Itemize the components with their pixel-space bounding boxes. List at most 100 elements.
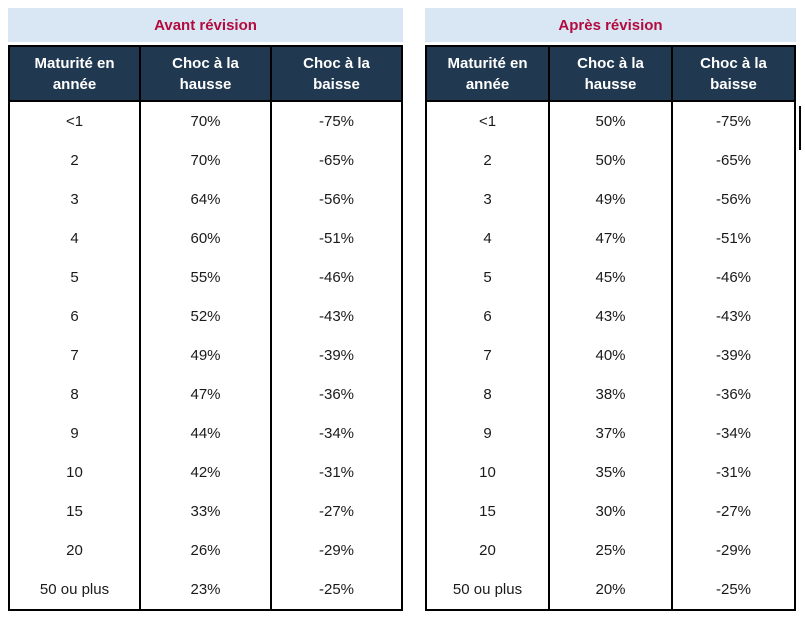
table-cell: 26%	[139, 531, 272, 570]
table-cell: -27%	[270, 492, 403, 531]
table-cell: 23%	[139, 570, 272, 610]
table-row: 9 37% -34%	[425, 414, 796, 453]
column-header-maturite: Maturité en année	[425, 45, 550, 102]
table-row: 15 30% -27%	[425, 492, 796, 531]
column-header-choc-hausse: Choc à la hausse	[548, 45, 673, 102]
table-row: 6 43% -43%	[425, 297, 796, 336]
table-cell: 40%	[548, 336, 673, 375]
table-cell: 49%	[139, 336, 272, 375]
table-row: 6 52% -43%	[8, 297, 403, 336]
table-body-avant: <1 70% -75% 2 70% -65% 3 64% -56% 4 60% -51% 5 55% -46…	[8, 101, 403, 610]
table-cell: <1	[8, 101, 141, 141]
table-cell: 33%	[139, 492, 272, 531]
table-cell: -43%	[671, 297, 796, 336]
table-row: 9 44% -34%	[8, 414, 403, 453]
table-cell: 5	[425, 258, 550, 297]
table-cell: -25%	[671, 570, 796, 610]
table-cell: 64%	[139, 180, 272, 219]
table-cell: 10	[8, 453, 141, 492]
table-cell: 43%	[548, 297, 673, 336]
table-cell: -36%	[671, 375, 796, 414]
table-row: 15 33% -27%	[8, 492, 403, 531]
table-row: 10 42% -31%	[8, 453, 403, 492]
header-row: Maturité en année Choc à la hausse Choc …	[8, 45, 403, 102]
table-cell: 6	[425, 297, 550, 336]
table-cell: 15	[425, 492, 550, 531]
table-group-apres-revision: Après révision Maturité en année Choc à …	[425, 8, 796, 611]
table-cell: 45%	[548, 258, 673, 297]
table-cell: 4	[8, 219, 141, 258]
table-cell: -56%	[270, 180, 403, 219]
table-cell: -46%	[671, 258, 796, 297]
column-header-choc-baisse: Choc à la baisse	[270, 45, 403, 102]
table-title-avant: Avant révision	[154, 16, 257, 34]
table-row: 4 47% -51%	[425, 219, 796, 258]
table-cell: 42%	[139, 453, 272, 492]
table-cell: -65%	[270, 141, 403, 180]
table-row: 8 47% -36%	[8, 375, 403, 414]
shock-table-avant: Maturité en année Choc à la hausse Choc …	[8, 45, 403, 611]
table-cell: -34%	[270, 414, 403, 453]
table-row: <1 50% -75%	[425, 101, 796, 141]
column-header-choc-hausse: Choc à la hausse	[139, 45, 272, 102]
table-cell: 35%	[548, 453, 673, 492]
table-cell: 44%	[139, 414, 272, 453]
table-cell: 15	[8, 492, 141, 531]
table-cell: -75%	[270, 101, 403, 141]
table-cell: 47%	[139, 375, 272, 414]
table-cell: 2	[425, 141, 550, 180]
table-cell: -51%	[671, 219, 796, 258]
table-row: 3 49% -56%	[425, 180, 796, 219]
table-cell: 3	[8, 180, 141, 219]
table-cell: -29%	[671, 531, 796, 570]
table-cell: 20%	[548, 570, 673, 610]
table-cell: 10	[425, 453, 550, 492]
table-cell: -65%	[671, 141, 796, 180]
table-row: 3 64% -56%	[8, 180, 403, 219]
table-cell: 70%	[139, 141, 272, 180]
table-cell: 8	[8, 375, 141, 414]
table-cell: -51%	[270, 219, 403, 258]
table-cell: 49%	[548, 180, 673, 219]
table-cell: 20	[8, 531, 141, 570]
table-cell: -56%	[671, 180, 796, 219]
table-title-apres: Après révision	[558, 16, 663, 34]
table-cell: 70%	[139, 101, 272, 141]
table-body-apres: <1 50% -75% 2 50% -65% 3 49% -56% 4 47% -51% 5 45% -46…	[425, 101, 796, 610]
table-cell: 50%	[548, 101, 673, 141]
right-edge-line-artifact	[799, 106, 801, 150]
table-cell: 5	[8, 258, 141, 297]
title-band-avant: Avant révision	[8, 8, 403, 42]
table-cell: -34%	[671, 414, 796, 453]
table-cell: 55%	[139, 258, 272, 297]
table-row: 7 49% -39%	[8, 336, 403, 375]
table-group-avant-revision: Avant révision Maturité en année Choc à …	[8, 8, 403, 611]
table-cell: -29%	[270, 531, 403, 570]
table-cell: -27%	[671, 492, 796, 531]
table-row: <1 70% -75%	[8, 101, 403, 141]
table-cell: 4	[425, 219, 550, 258]
title-band-apres: Après révision	[425, 8, 796, 42]
table-cell: -39%	[671, 336, 796, 375]
table-cell: -46%	[270, 258, 403, 297]
table-cell: -36%	[270, 375, 403, 414]
table-cell: 7	[425, 336, 550, 375]
table-row: 5 45% -46%	[425, 258, 796, 297]
table-cell: 52%	[139, 297, 272, 336]
column-header-maturite: Maturité en année	[8, 45, 141, 102]
table-cell: -31%	[270, 453, 403, 492]
table-row: 4 60% -51%	[8, 219, 403, 258]
table-cell: 7	[8, 336, 141, 375]
table-cell: -39%	[270, 336, 403, 375]
table-cell: 37%	[548, 414, 673, 453]
table-cell: -31%	[671, 453, 796, 492]
table-cell: 2	[8, 141, 141, 180]
table-cell: 60%	[139, 219, 272, 258]
table-row: 50 ou plus 20% -25%	[425, 570, 796, 610]
table-cell: 3	[425, 180, 550, 219]
table-cell: 6	[8, 297, 141, 336]
table-cell: 8	[425, 375, 550, 414]
table-cell: 50 ou plus	[8, 570, 141, 610]
table-cell: 25%	[548, 531, 673, 570]
